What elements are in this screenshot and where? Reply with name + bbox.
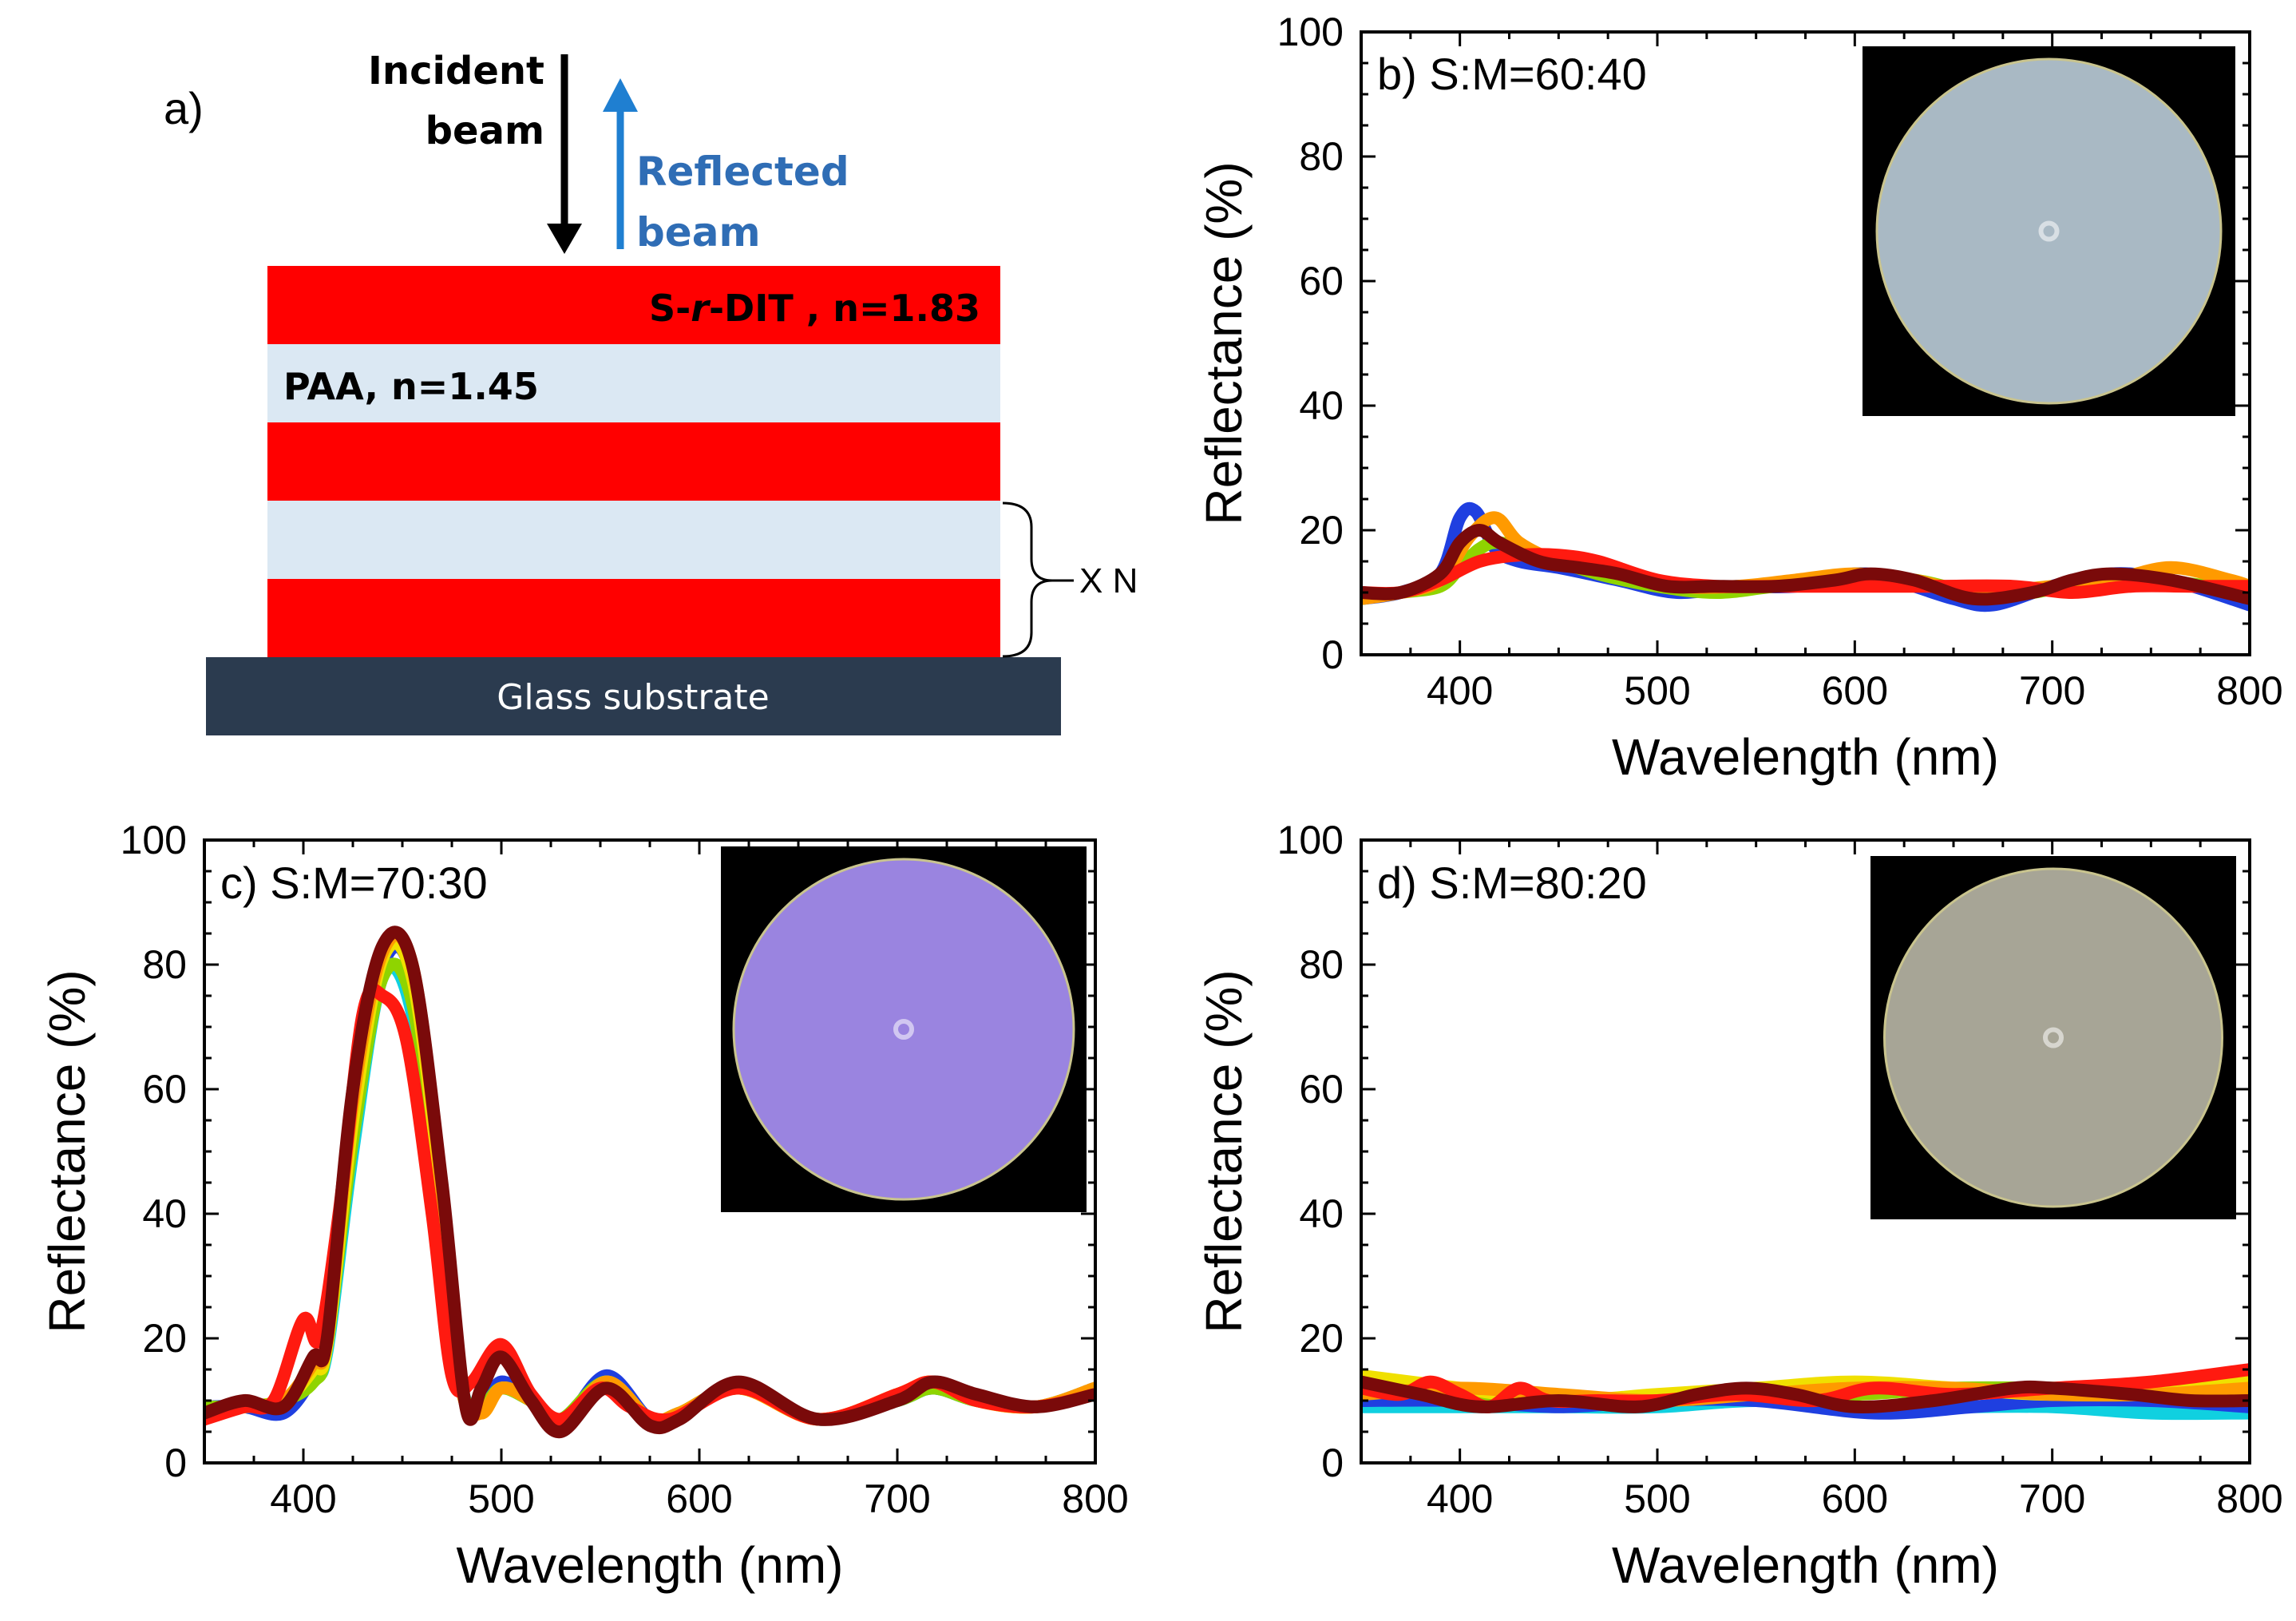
- reflected-beam-label-1: Reflected: [636, 149, 849, 195]
- panel-a-diagram: a) Incident beam Reflected beam S-r-DIT …: [164, 49, 1138, 735]
- x-axis-label: Wavelength (nm): [457, 1536, 844, 1594]
- chart-title: b) S:M=60:40: [1377, 49, 1647, 99]
- chart-d: 400 500 600 700 800 0 20 40 60 80 100 Wavelength (n…: [1195, 818, 2283, 1594]
- repeat-bracket: [1002, 501, 1053, 658]
- y-tick-label: 100: [121, 818, 187, 862]
- y-tick-label: 100: [1277, 10, 1344, 54]
- y-tick-label: 80: [142, 942, 187, 987]
- x-tick-label: 800: [2216, 668, 2282, 713]
- y-axis-label: Reflectance (%): [38, 969, 96, 1333]
- x-tick-label: 500: [468, 1476, 534, 1521]
- x-tick-label: 800: [1062, 1476, 1128, 1521]
- x-tick-label: 500: [1624, 1476, 1690, 1521]
- y-tick-label: 20: [1299, 1316, 1344, 1361]
- sample-disc-center: [2043, 1027, 2064, 1048]
- y-tick-label: 0: [164, 1441, 187, 1485]
- y-tick-label: 20: [1299, 508, 1344, 553]
- x-tick-label: 400: [1427, 668, 1493, 713]
- series-group: [1361, 1363, 2250, 1421]
- y-tick-label: 60: [1299, 259, 1344, 303]
- incident-beam-arrow-icon: [547, 224, 582, 254]
- chart-title: d) S:M=80:20: [1377, 858, 1647, 908]
- layer-s-r-dit-top: [267, 266, 1000, 344]
- inset-sample-photo: [1870, 856, 2236, 1219]
- x-tick-label: 700: [2019, 668, 2085, 713]
- layer-s-r-dit-3: [267, 579, 1000, 657]
- x-tick-label: 600: [1822, 668, 1888, 713]
- y-tick-label: 0: [1321, 632, 1344, 677]
- x-axis-label: Wavelength (nm): [1612, 728, 1999, 786]
- y-axis-label: Reflectance (%): [1195, 969, 1253, 1333]
- reflected-beam-arrow-icon: [603, 78, 638, 112]
- layer-low-index-label: PAA, n=1.45: [283, 365, 539, 408]
- y-tick-label: 60: [142, 1067, 187, 1112]
- x-axis-label: Wavelength (nm): [1612, 1536, 1999, 1594]
- chart-b: 400 500 600 700 800 0 20 40 60 80 100 Wavelength (n…: [1195, 10, 2283, 786]
- y-tick-label: 40: [1299, 383, 1344, 428]
- substrate-label: Glass substrate: [497, 677, 769, 718]
- y-tick-label: 0: [1321, 1441, 1344, 1485]
- y-axis-label: Reflectance (%): [1195, 161, 1253, 525]
- sample-disc: [732, 858, 1075, 1201]
- series-group: [204, 925, 1095, 1438]
- x-tick-label: 700: [2019, 1476, 2085, 1521]
- x-tick-label: 700: [864, 1476, 930, 1521]
- reflected-beam-label-2: beam: [636, 209, 761, 256]
- chart-c: 400 500 600 700 800 0 20 40 60 80 100 Wavelength (n…: [38, 818, 1129, 1594]
- panel-a-label: a): [164, 83, 204, 133]
- y-tick-label: 40: [1299, 1191, 1344, 1236]
- repeat-label: X N: [1079, 561, 1138, 600]
- x-tick-label: 400: [270, 1476, 336, 1521]
- x-tick-label: 600: [1822, 1476, 1888, 1521]
- y-tick-label: 80: [1299, 942, 1344, 987]
- y-tick-label: 100: [1277, 818, 1344, 862]
- y-tick-label: 80: [1299, 134, 1344, 179]
- x-tick-label: 800: [2216, 1476, 2282, 1521]
- inset-sample-photo: [1863, 46, 2235, 416]
- y-tick-label: 20: [142, 1316, 187, 1361]
- sample-disc-center: [2038, 220, 2060, 242]
- inset-sample-photo: [721, 846, 1087, 1212]
- layer-paa-2: [267, 501, 1000, 579]
- incident-beam-label-1: Incident: [368, 49, 544, 93]
- y-tick-label: 60: [1299, 1067, 1344, 1112]
- x-tick-label: 400: [1427, 1476, 1493, 1521]
- x-tick-label: 600: [666, 1476, 732, 1521]
- series-dark-red: [1361, 524, 2250, 606]
- x-tick-label: 500: [1624, 668, 1690, 713]
- y-tick-label: 40: [142, 1191, 187, 1236]
- layer-paa-top: [267, 344, 1000, 422]
- layer-s-r-dit-2: [267, 422, 1000, 501]
- glass-substrate: [206, 657, 1061, 735]
- series-group: [1361, 501, 2250, 612]
- series-dark-red: [204, 925, 1095, 1438]
- incident-beam-label-2: beam: [426, 109, 544, 153]
- series-dark-red: [1361, 1375, 2250, 1414]
- sample-disc-center: [893, 1019, 914, 1040]
- chart-title: c) S:M=70:30: [220, 858, 488, 908]
- sample-disc: [1875, 57, 2223, 405]
- layer-high-index-label: S-r-DIT , n=1.83: [649, 287, 980, 330]
- sample-disc: [1883, 867, 2223, 1208]
